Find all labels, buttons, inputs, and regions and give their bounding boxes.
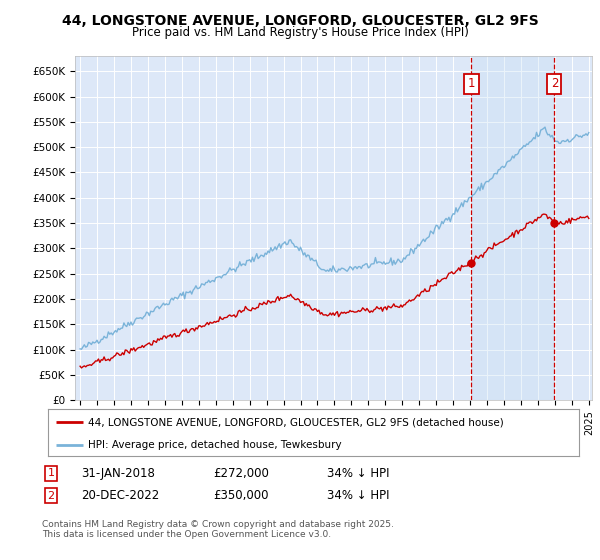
Text: 20-DEC-2022: 20-DEC-2022 <box>81 489 159 502</box>
Text: 2: 2 <box>551 77 558 90</box>
Text: 31-JAN-2018: 31-JAN-2018 <box>81 466 155 480</box>
Text: 2: 2 <box>47 491 55 501</box>
Text: Price paid vs. HM Land Registry's House Price Index (HPI): Price paid vs. HM Land Registry's House … <box>131 26 469 39</box>
Text: HPI: Average price, detached house, Tewkesbury: HPI: Average price, detached house, Tewk… <box>88 440 341 450</box>
Text: 44, LONGSTONE AVENUE, LONGFORD, GLOUCESTER, GL2 9FS (detached house): 44, LONGSTONE AVENUE, LONGFORD, GLOUCEST… <box>88 417 503 427</box>
Text: 1: 1 <box>468 77 475 90</box>
Text: 34% ↓ HPI: 34% ↓ HPI <box>327 489 389 502</box>
Text: £272,000: £272,000 <box>213 466 269 480</box>
Text: 1: 1 <box>47 468 55 478</box>
Text: 44, LONGSTONE AVENUE, LONGFORD, GLOUCESTER, GL2 9FS: 44, LONGSTONE AVENUE, LONGFORD, GLOUCEST… <box>62 14 538 28</box>
Text: 34% ↓ HPI: 34% ↓ HPI <box>327 466 389 480</box>
Bar <box>472 56 554 400</box>
Text: £350,000: £350,000 <box>213 489 269 502</box>
Text: Contains HM Land Registry data © Crown copyright and database right 2025.
This d: Contains HM Land Registry data © Crown c… <box>42 520 394 539</box>
